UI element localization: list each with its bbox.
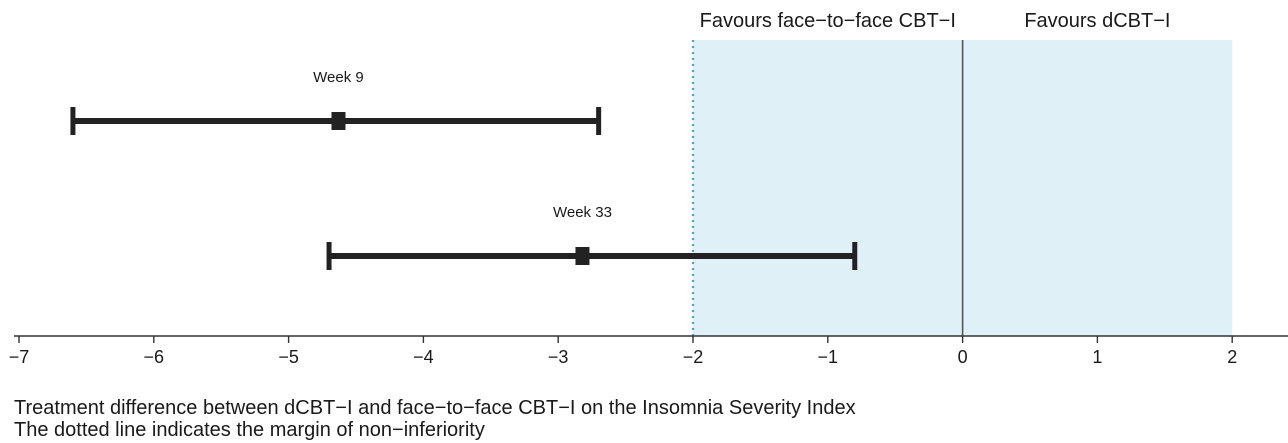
x-tick-label: 0: [958, 347, 968, 367]
x-tick-label: −6: [144, 347, 165, 367]
x-tick-label: −3: [548, 347, 569, 367]
region-label-2: Favours dCBT−I: [1024, 10, 1170, 32]
x-tick-label: −7: [9, 347, 30, 367]
series-label-2: Week 33: [553, 204, 612, 221]
region-label-1: Favours face−to−face CBT−I: [700, 10, 956, 32]
point-estimate-1: [331, 112, 346, 130]
x-tick-label: −2: [683, 347, 704, 367]
caption-line-2: The dotted line indicates the margin of …: [14, 419, 485, 441]
point-estimate-2: [575, 247, 590, 265]
x-tick-label: −1: [818, 347, 839, 367]
x-tick-label: −5: [278, 347, 299, 367]
forest-plot: Favours face−to−face CBT−I Favours dCBT−I…: [9, 10, 1288, 367]
series-label-1: Week 9: [313, 69, 364, 86]
x-tick-label: −4: [413, 347, 434, 367]
x-tick-label: 1: [1092, 347, 1102, 367]
x-tick-label: 2: [1227, 347, 1237, 367]
caption-line-1: Treatment difference between dCBT−I and …: [14, 397, 856, 419]
